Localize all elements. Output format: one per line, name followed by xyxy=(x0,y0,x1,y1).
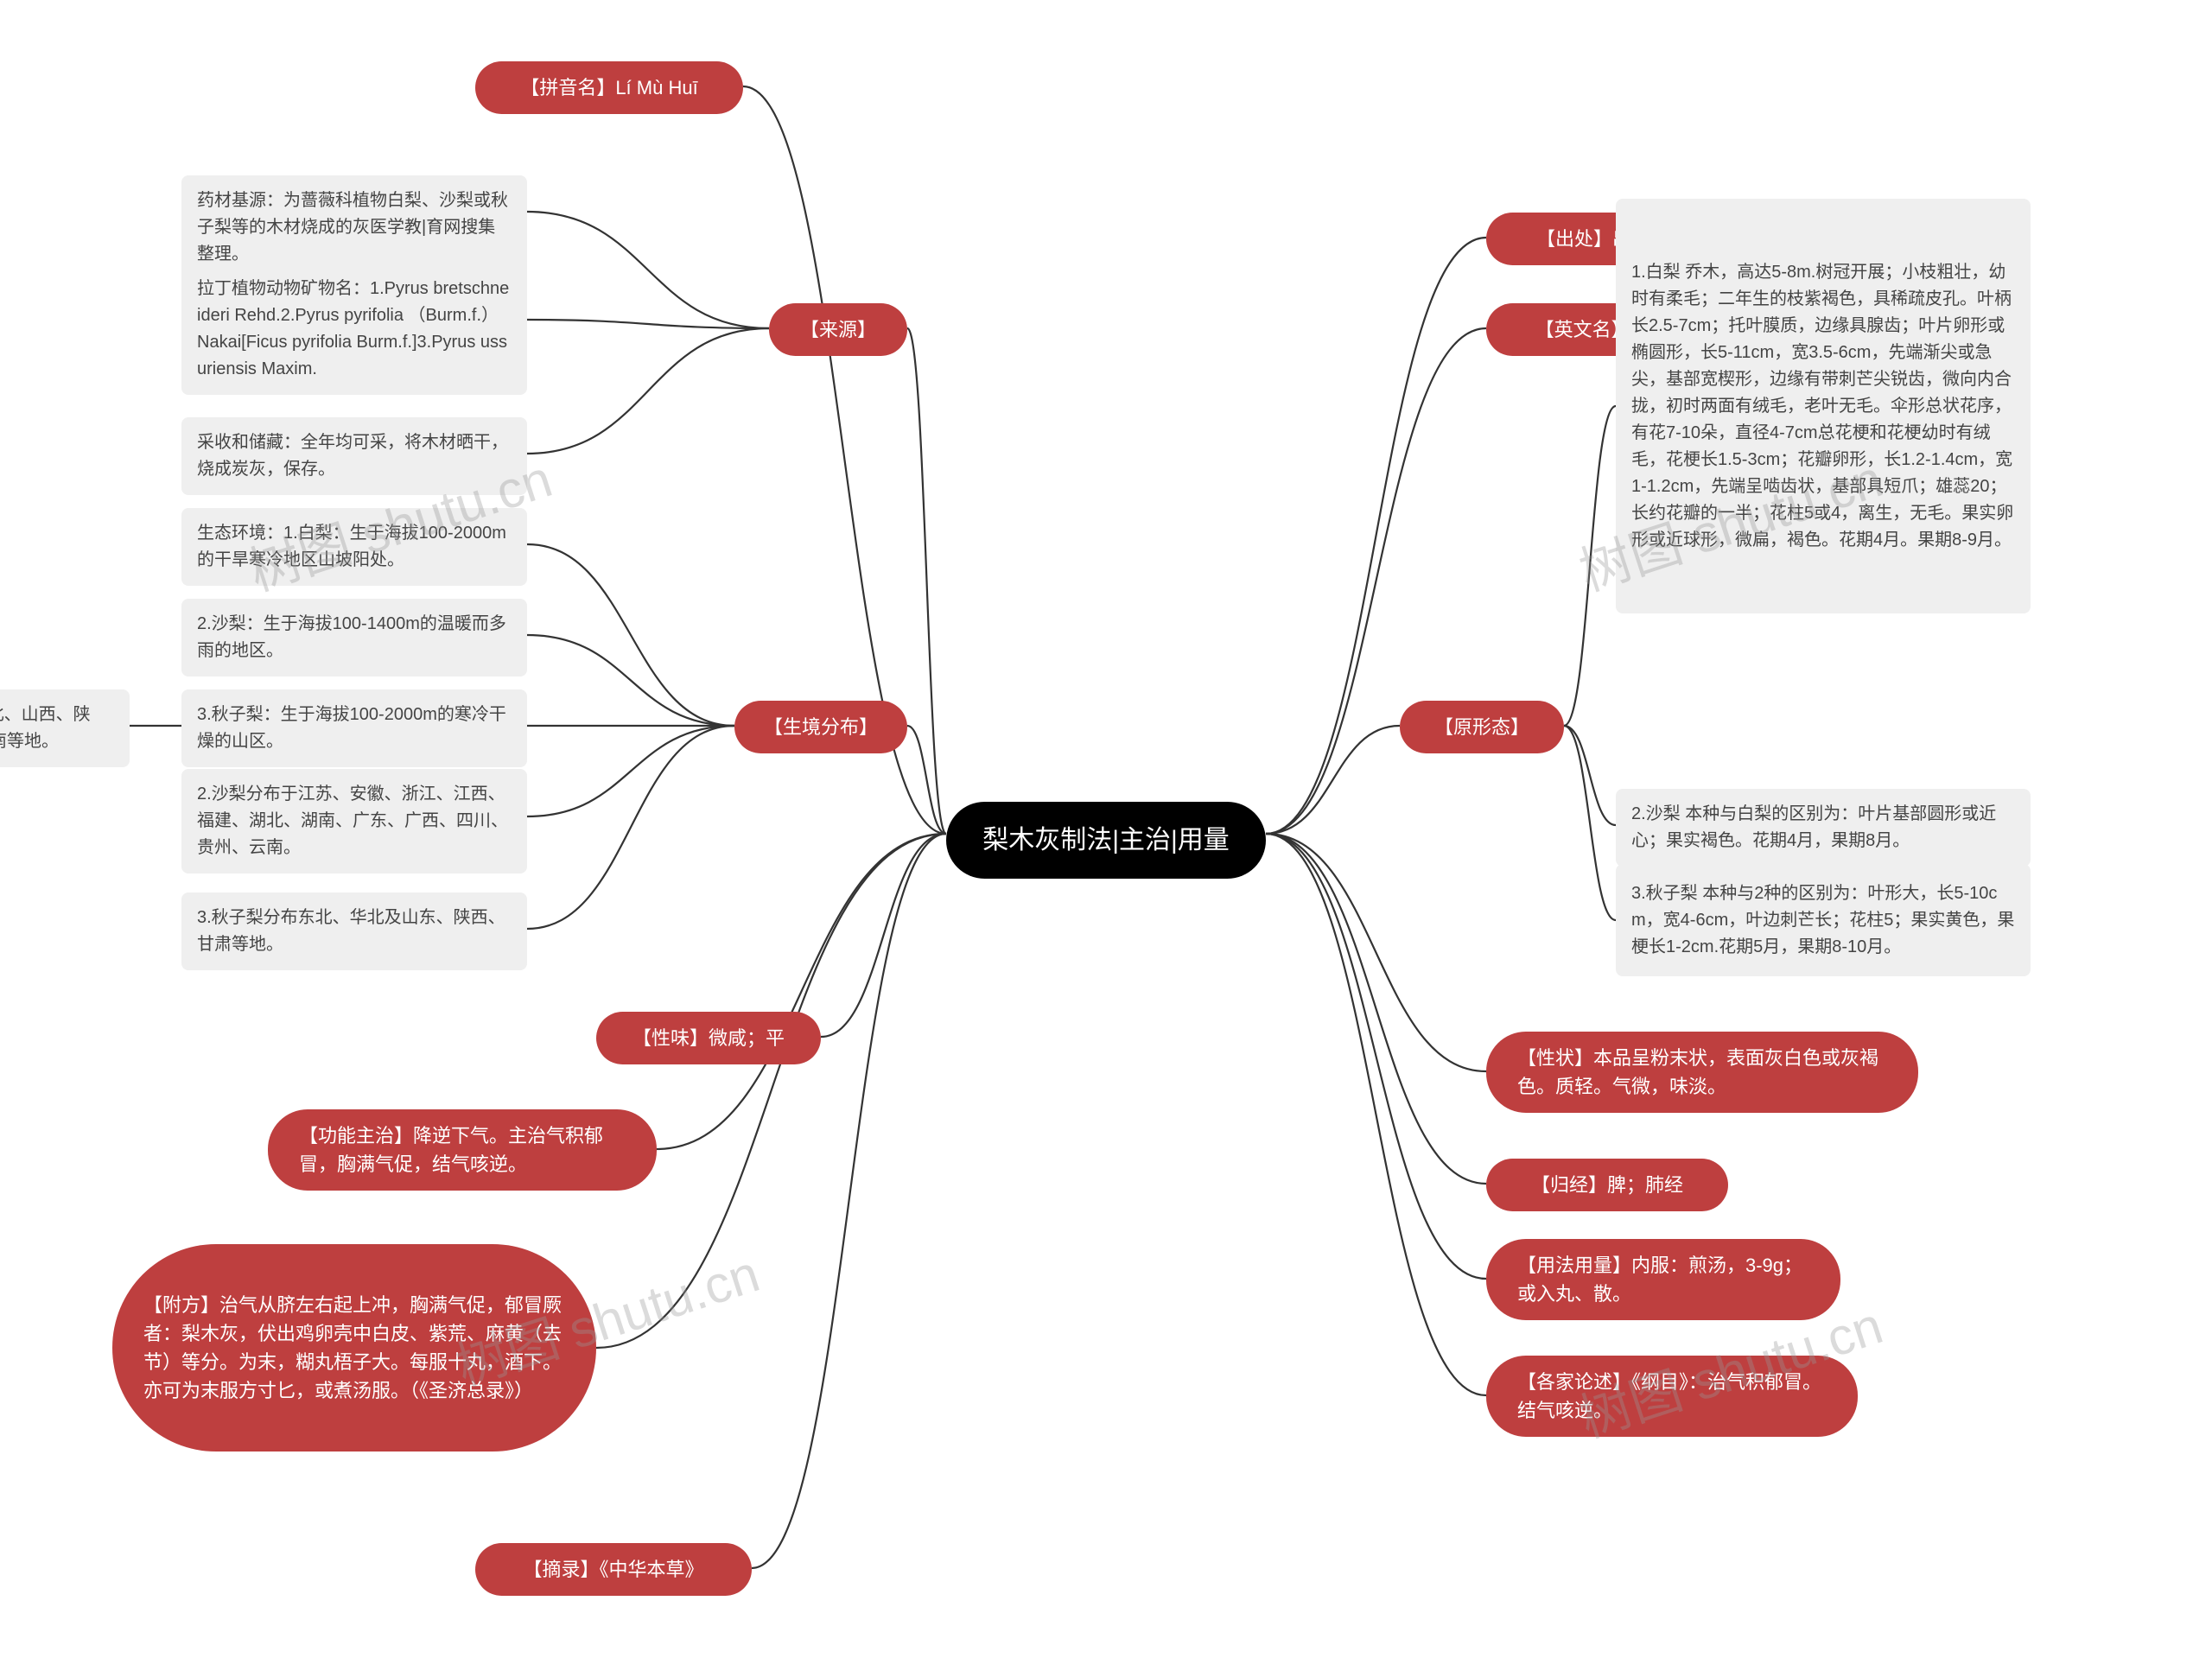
node-label: 【来源】 xyxy=(800,315,876,344)
node-r3: 【原形态】 xyxy=(1400,701,1564,753)
node-r3c: 3.秋子梨 本种与2种的区别为：叶形大，长5-10cm，宽4-6cm，叶边刺芒长… xyxy=(1616,864,2031,976)
node-l2: 【来源】 xyxy=(769,303,907,356)
node-l2c: 采收和储藏：全年均可采，将木材晒干，烧成炭灰，保存。 xyxy=(181,417,527,495)
node-r7: 【各家论述】《纲目》：治气积郁冒。结气咳逆。 xyxy=(1486,1356,1858,1437)
node-label: 【用法用量】内服：煎汤，3-9g；或入丸、散。 xyxy=(1517,1251,1809,1308)
node-r6: 【用法用量】内服：煎汤，3-9g；或入丸、散。 xyxy=(1486,1239,1840,1320)
node-label: 【性味】微咸；平 xyxy=(632,1024,785,1052)
node-label: 【性状】本品呈粉末状，表面灰白色或灰褐色。质轻。气微，味淡。 xyxy=(1517,1044,1887,1101)
node-label: 3.秋子梨：生于海拔100-2000m的寒冷干燥的山区。 xyxy=(197,702,512,755)
node-l4: 【性味】微咸；平 xyxy=(596,1012,821,1064)
node-l5a: 【功能主治】降逆下气。主治气积郁冒，胸满气促，结气咳逆。 xyxy=(268,1109,657,1191)
node-l3e: 3.秋子梨分布东北、华北及山东、陕西、甘肃等地。 xyxy=(181,892,527,970)
node-label: 采收和储藏：全年均可采，将木材晒干，烧成炭灰，保存。 xyxy=(197,429,512,483)
node-label: 【功能主治】降逆下气。主治气积郁冒，胸满气促，结气咳逆。 xyxy=(299,1121,626,1178)
node-label: 梨木灰制法|主治|用量 xyxy=(982,821,1230,860)
node-l2b: 拉丁植物动物矿物名：1.Pyrus bretschneideri Rehd.2.… xyxy=(181,264,527,395)
node-l3c: 3.秋子梨：生于海拔100-2000m的寒冷干燥的山区。 xyxy=(181,689,527,767)
node-label: 【原形态】 xyxy=(1434,713,1529,741)
node-r3b: 2.沙梨 本种与白梨的区别为：叶片基部圆形或近心；果实褐色。花期4月，果期8月。 xyxy=(1616,789,2031,867)
node-l1: 【拼音名】Lí Mù Huī xyxy=(475,61,743,114)
node-label: 【附方】治气从脐左右起上冲，胸满气促，郁冒厥者：梨木灰，伏出鸡卵壳中白皮、紫荒、… xyxy=(143,1291,565,1405)
node-c0: 梨木灰制法|主治|用量 xyxy=(946,802,1266,879)
node-l5b: 【附方】治气从脐左右起上冲，胸满气促，郁冒厥者：梨木灰，伏出鸡卵壳中白皮、紫荒、… xyxy=(112,1244,596,1451)
node-label: 生态环境：1.白梨：生于海拔100-2000m的干旱寒冷地区山坡阳处。 xyxy=(197,520,512,574)
node-label: 【拼音名】Lí Mù Huī xyxy=(520,73,697,102)
node-l6: 【摘录】《中华本草》 xyxy=(475,1543,752,1596)
node-r3a: 1.白梨 乔木，高达5-8m.树冠开展；小枝粗壮，幼时有柔毛；二年生的枝紫褐色，… xyxy=(1616,199,2031,613)
node-l3: 【生境分布】 xyxy=(734,701,907,753)
node-label: 药材基源：为蔷薇科植物白梨、沙梨或秋子梨等的木材烧成的灰医学教|育网搜集整理。 xyxy=(197,187,512,268)
node-label: 1.白梨 乔木，高达5-8m.树冠开展；小枝粗壮，幼时有柔毛；二年生的枝紫褐色，… xyxy=(1631,259,2015,554)
node-label: 3.秋子梨分布东北、华北及山东、陕西、甘肃等地。 xyxy=(197,905,512,958)
node-label: 2.沙梨：生于海拔100-1400m的温暖而多雨的地区。 xyxy=(197,611,512,664)
node-l3b: 2.沙梨：生于海拔100-1400m的温暖而多雨的地区。 xyxy=(181,599,527,677)
node-l3a: 生态环境：1.白梨：生于海拔100-2000m的干旱寒冷地区山坡阳处。 xyxy=(181,508,527,586)
node-label: 【各家论述】《纲目》：治气积郁冒。结气咳逆。 xyxy=(1517,1368,1827,1425)
node-label: 【生境分布】 xyxy=(764,713,878,741)
node-label: 【摘录】《中华本草》 xyxy=(523,1555,703,1584)
node-label: 2.沙梨 本种与白梨的区别为：叶片基部圆形或近心；果实褐色。花期4月，果期8月。 xyxy=(1631,801,2015,854)
node-label: 3.秋子梨 本种与2种的区别为：叶形大，长5-10cm，宽4-6cm，叶边刺芒长… xyxy=(1631,880,2015,961)
node-label: 拉丁植物动物矿物名：1.Pyrus bretschneideri Rehd.2.… xyxy=(197,276,512,383)
node-l3d: 2.沙梨分布于江苏、安徽、浙江、江西、福建、湖北、湖南、广东、广西、四川、贵州、… xyxy=(181,769,527,873)
node-r5: 【归经】脾；肺经 xyxy=(1486,1159,1728,1211)
node-r4: 【性状】本品呈粉末状，表面灰白色或灰褐色。质轻。气微，味淡。 xyxy=(1486,1032,1918,1113)
node-l3c1: 资源分布：1.白梨分布于河北、山西、陕西、甘肃、青海、山东、河南等地。 xyxy=(0,689,130,767)
node-label: 资源分布：1.白梨分布于河北、山西、陕西、甘肃、青海、山东、河南等地。 xyxy=(0,702,114,755)
node-label: 2.沙梨分布于江苏、安徽、浙江、江西、福建、湖北、湖南、广东、广西、四川、贵州、… xyxy=(197,781,512,861)
node-label: 【归经】脾；肺经 xyxy=(1531,1171,1683,1199)
